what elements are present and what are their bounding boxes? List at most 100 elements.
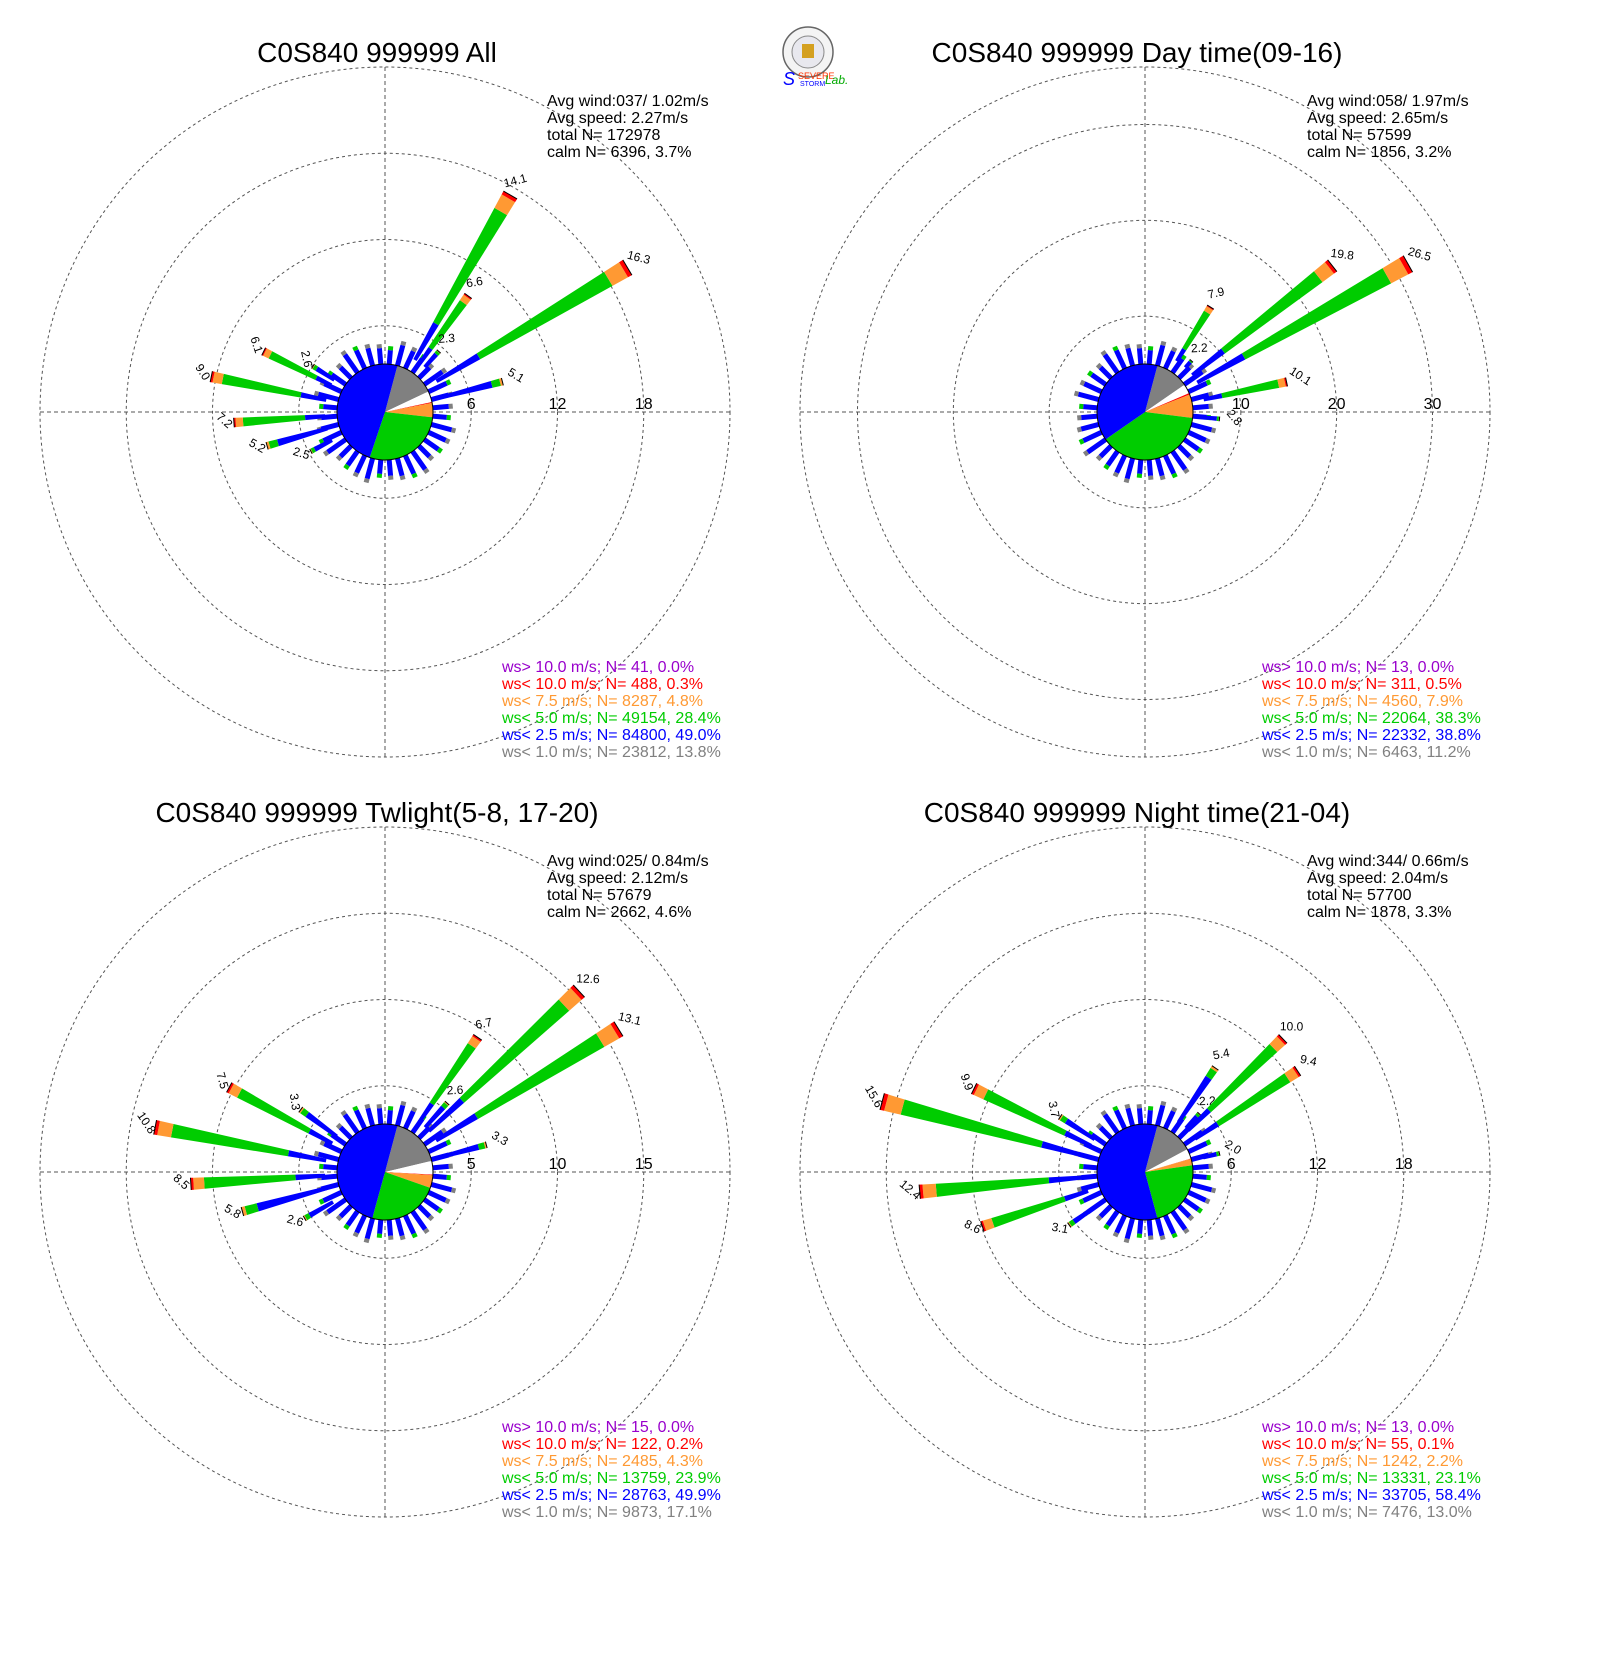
direction-bar-short-cap — [1182, 355, 1184, 358]
direction-bar-short-cap — [320, 441, 324, 443]
direction-bar-short-cap — [366, 1239, 367, 1243]
direction-bar-short-cap — [1077, 429, 1081, 430]
direction-bar-short-cap — [1185, 1229, 1187, 1232]
direction-bar-short — [397, 1105, 403, 1127]
ring-tick-label: 12 — [1309, 1156, 1327, 1173]
direction-bar-short — [1116, 350, 1125, 370]
direction-bar-short — [340, 1205, 352, 1217]
direction-bar-short — [427, 383, 447, 392]
direction-bar-short-cap — [1174, 474, 1176, 478]
legend-entry: ws< 5.0 m/s; N= 13331, 23.1% — [1261, 1470, 1481, 1487]
direction-bar-label: 7.2 — [214, 410, 236, 432]
direction-bar-short-cap — [355, 473, 357, 477]
direction-bar-label: 5.1 — [505, 365, 527, 386]
direction-bar-short-cap — [1212, 1190, 1216, 1191]
legend-entry: ws< 2.5 m/s; N= 33705, 58.4% — [1261, 1487, 1481, 1504]
direction-bar-short-cap — [414, 474, 416, 478]
direction-bar-short — [367, 456, 373, 478]
direction-bar-short-cap — [1098, 365, 1101, 368]
direction-bar-segment — [157, 1121, 173, 1137]
direction-bar-short-cap — [1115, 473, 1117, 477]
direction-bar-short-cap — [1202, 370, 1205, 372]
direction-bar-segment — [433, 208, 507, 325]
direction-bar-short-cap — [1190, 1217, 1193, 1220]
direction-bar-label: 6.7 — [474, 1015, 493, 1032]
direction-bar-short-cap — [447, 382, 451, 384]
direction-bar-label: 5.4 — [1212, 1045, 1231, 1062]
stat-line: total N= 172978 — [547, 127, 661, 144]
direction-bar-label: 10.1 — [1287, 364, 1314, 389]
direction-bar-short — [418, 1127, 430, 1139]
direction-bar-segment — [243, 415, 306, 426]
direction-bar-label: 8.5 — [171, 1171, 193, 1193]
ring-tick-label: 18 — [1395, 1156, 1413, 1173]
direction-bar-segment — [1205, 416, 1217, 421]
ring-tick-label: 5 — [467, 1156, 476, 1173]
panel-title: C0S840 999999 Day time(09-16) — [932, 37, 1343, 68]
direction-bar-short-cap — [452, 1190, 456, 1191]
direction-bar-short-cap — [413, 348, 415, 352]
direction-bar-short — [397, 345, 403, 367]
direction-bar-short — [1127, 1216, 1133, 1238]
direction-bar-label: 5.2 — [247, 435, 269, 455]
direction-bar-short — [1100, 1205, 1112, 1217]
direction-bar-label: 3.3 — [287, 1093, 303, 1112]
direction-bar-segment — [222, 374, 302, 398]
direction-bar-short-cap — [425, 469, 427, 472]
direction-bar-segment — [204, 1175, 296, 1189]
direction-bar-short-cap — [1074, 393, 1078, 394]
legend-entry: ws< 1.0 m/s; N= 23812, 13.8% — [501, 744, 721, 761]
panel-title: C0S840 999999 Night time(21-04) — [924, 797, 1350, 828]
direction-bar-short — [1100, 1127, 1112, 1139]
direction-bar-short-cap — [430, 1217, 433, 1220]
ring-tick-label: 20 — [1328, 396, 1346, 413]
logo-s-glyph: S — [783, 69, 795, 89]
legend-entry: ws< 5.0 m/s; N= 22064, 38.3% — [1261, 710, 1481, 727]
legend-entry: ws< 1.0 m/s; N= 9873, 17.1% — [501, 1504, 712, 1521]
direction-bar-short — [348, 450, 359, 466]
direction-bar-short — [1108, 1210, 1119, 1226]
direction-bar-short — [1139, 348, 1141, 366]
direction-bar-short — [1128, 348, 1133, 367]
direction-bar-short — [1178, 367, 1190, 379]
legend-entry: ws< 5.0 m/s; N= 13759, 23.9% — [501, 1470, 721, 1487]
direction-bar-segment — [193, 1177, 204, 1189]
direction-bar-short-cap — [442, 370, 445, 372]
direction-bar-short — [404, 1111, 413, 1130]
direction-bar-label: 9.4 — [1299, 1052, 1318, 1069]
direction-bar-label: 19.8 — [1330, 246, 1355, 263]
direction-bar-short-cap — [1105, 465, 1107, 468]
direction-bar-label: 2.0 — [1222, 1137, 1244, 1158]
direction-bar-short — [1189, 424, 1211, 430]
direction-bar-label: 5.8 — [222, 1201, 244, 1222]
direction-bar-short-cap — [1103, 351, 1105, 354]
legend-entry: ws< 7.5 m/s; N= 4560, 7.9% — [1261, 693, 1463, 710]
direction-bar-short — [323, 1191, 343, 1200]
direction-bar-short-cap — [338, 1125, 341, 1128]
direction-bar-short — [323, 431, 343, 440]
direction-bar-short — [1127, 456, 1133, 478]
direction-bar-short-cap — [1185, 469, 1187, 472]
legend-entry: ws> 10.0 m/s; N= 15, 0.0% — [501, 1419, 694, 1436]
direction-bar-short-cap — [345, 1225, 347, 1228]
direction-bar-short — [1139, 1108, 1141, 1126]
direction-bar-short-cap — [413, 1108, 415, 1112]
panel-title: C0S840 999999 All — [257, 37, 497, 68]
direction-bar-short-cap — [324, 1212, 327, 1214]
direction-bar-short — [1164, 351, 1173, 370]
direction-bar-short — [1078, 394, 1100, 400]
direction-bar-short-cap — [1163, 341, 1164, 345]
direction-bar-short-cap — [1173, 1108, 1175, 1112]
direction-bar-short-cap — [367, 1104, 368, 1108]
direction-bar-short-cap — [1212, 430, 1216, 431]
direction-bar-short — [1117, 454, 1126, 473]
direction-bar-label: 2.2 — [1191, 341, 1209, 356]
legend-entry: ws> 10.0 m/s; N= 13, 0.0% — [1261, 1419, 1454, 1436]
direction-bar-short-cap — [355, 347, 357, 351]
direction-bar-short — [356, 1110, 365, 1130]
direction-bar-short — [1100, 445, 1112, 457]
direction-bar-short-cap — [1103, 1111, 1105, 1114]
direction-bar-short — [1164, 1214, 1173, 1234]
